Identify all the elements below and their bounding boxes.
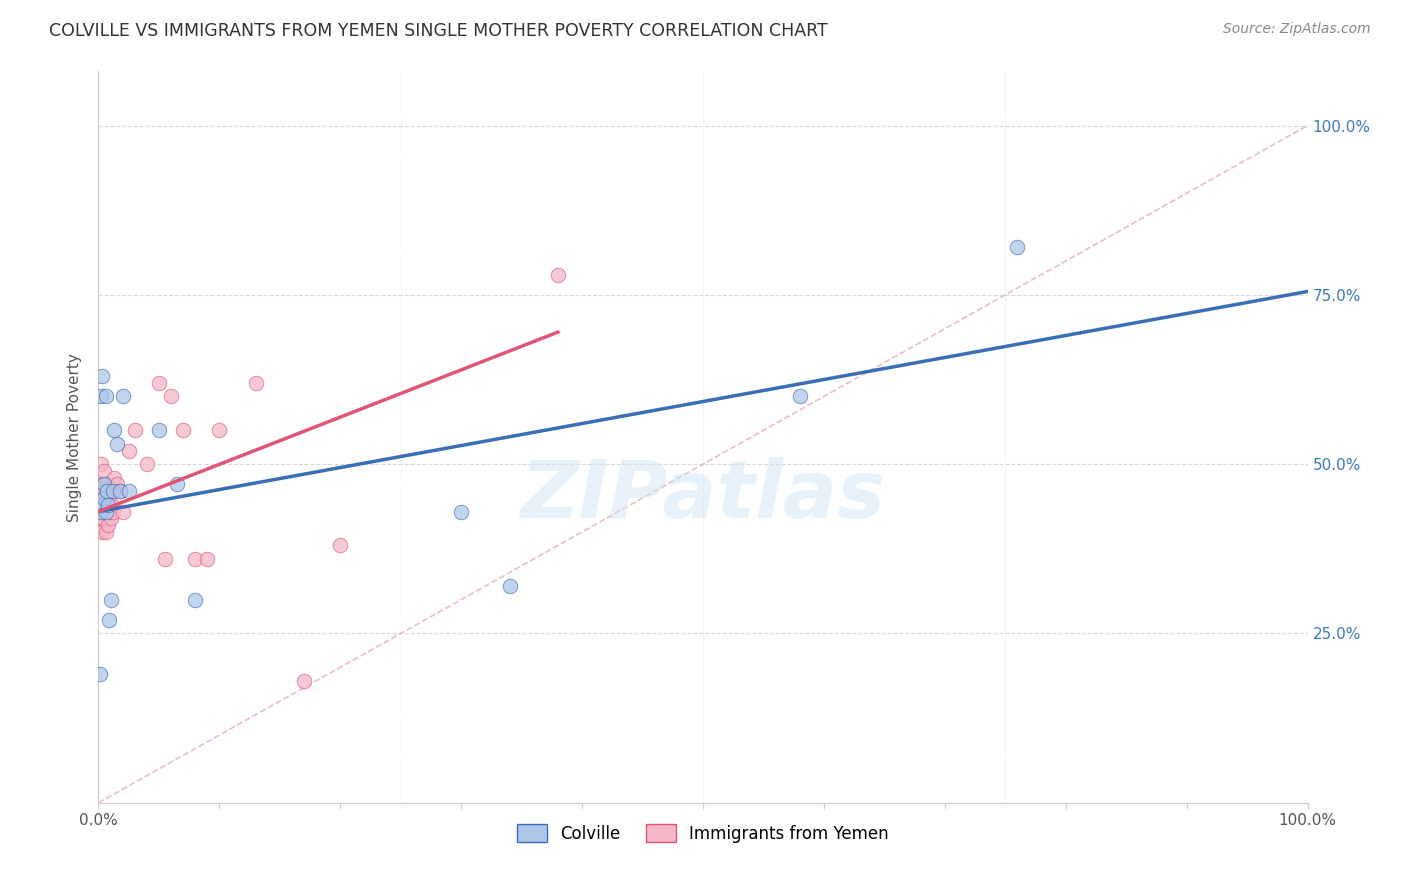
Point	[89, 484, 111, 499]
Point	[1007, 240, 1029, 254]
Point	[97, 491, 120, 505]
Text: COLVILLE VS IMMIGRANTS FROM YEMEN SINGLE MOTHER POVERTY CORRELATION CHART: COLVILLE VS IMMIGRANTS FROM YEMEN SINGLE…	[49, 22, 828, 40]
Point	[184, 552, 207, 566]
Point	[94, 484, 117, 499]
Point	[547, 268, 569, 282]
Y-axis label: Single Mother Poverty: Single Mother Poverty	[67, 352, 83, 522]
Point	[108, 484, 131, 499]
Point	[105, 437, 128, 451]
Point	[91, 484, 114, 499]
Point	[148, 376, 170, 390]
Point	[94, 524, 117, 539]
Point	[98, 484, 121, 499]
Point	[105, 477, 128, 491]
Point	[111, 389, 134, 403]
Point	[93, 464, 115, 478]
Point	[93, 484, 115, 499]
Point	[245, 376, 267, 390]
Point	[172, 423, 194, 437]
Point	[498, 579, 520, 593]
Point	[329, 538, 352, 552]
Point	[93, 491, 115, 505]
Point	[93, 477, 115, 491]
Point	[166, 477, 188, 491]
Point	[195, 552, 218, 566]
Point	[96, 498, 118, 512]
Point	[94, 505, 117, 519]
Point	[292, 673, 315, 688]
Point	[160, 389, 183, 403]
Point	[90, 511, 112, 525]
Point	[103, 423, 125, 437]
Text: Source: ZipAtlas.com: Source: ZipAtlas.com	[1223, 22, 1371, 37]
Point	[100, 592, 122, 607]
Point	[101, 505, 124, 519]
Point	[96, 484, 118, 499]
Point	[91, 491, 114, 505]
Point	[100, 498, 122, 512]
Point	[90, 505, 112, 519]
Point	[89, 667, 111, 681]
Point	[153, 552, 176, 566]
Point	[450, 505, 472, 519]
Point	[101, 484, 124, 499]
Point	[184, 592, 207, 607]
Point	[90, 457, 112, 471]
Point	[98, 505, 121, 519]
Point	[100, 511, 122, 525]
Point	[91, 498, 114, 512]
Text: ZIPatlas: ZIPatlas	[520, 457, 886, 534]
Point	[89, 498, 111, 512]
Point	[90, 498, 112, 512]
Point	[208, 423, 231, 437]
Point	[94, 389, 117, 403]
Point	[148, 423, 170, 437]
Point	[108, 484, 131, 499]
Legend: Colville, Immigrants from Yemen: Colville, Immigrants from Yemen	[510, 817, 896, 849]
Point	[118, 443, 141, 458]
Point	[91, 511, 114, 525]
Point	[789, 389, 811, 403]
Point	[90, 484, 112, 499]
Point	[118, 484, 141, 499]
Point	[90, 389, 112, 403]
Point	[96, 477, 118, 491]
Point	[91, 369, 114, 384]
Point	[91, 477, 114, 491]
Point	[124, 423, 146, 437]
Point	[97, 498, 120, 512]
Point	[91, 498, 114, 512]
Point	[94, 505, 117, 519]
Point	[93, 477, 115, 491]
Point	[91, 498, 114, 512]
Point	[91, 524, 114, 539]
Point	[111, 505, 134, 519]
Point	[91, 505, 114, 519]
Point	[89, 505, 111, 519]
Point	[103, 471, 125, 485]
Point	[135, 457, 157, 471]
Point	[97, 518, 120, 533]
Point	[98, 613, 121, 627]
